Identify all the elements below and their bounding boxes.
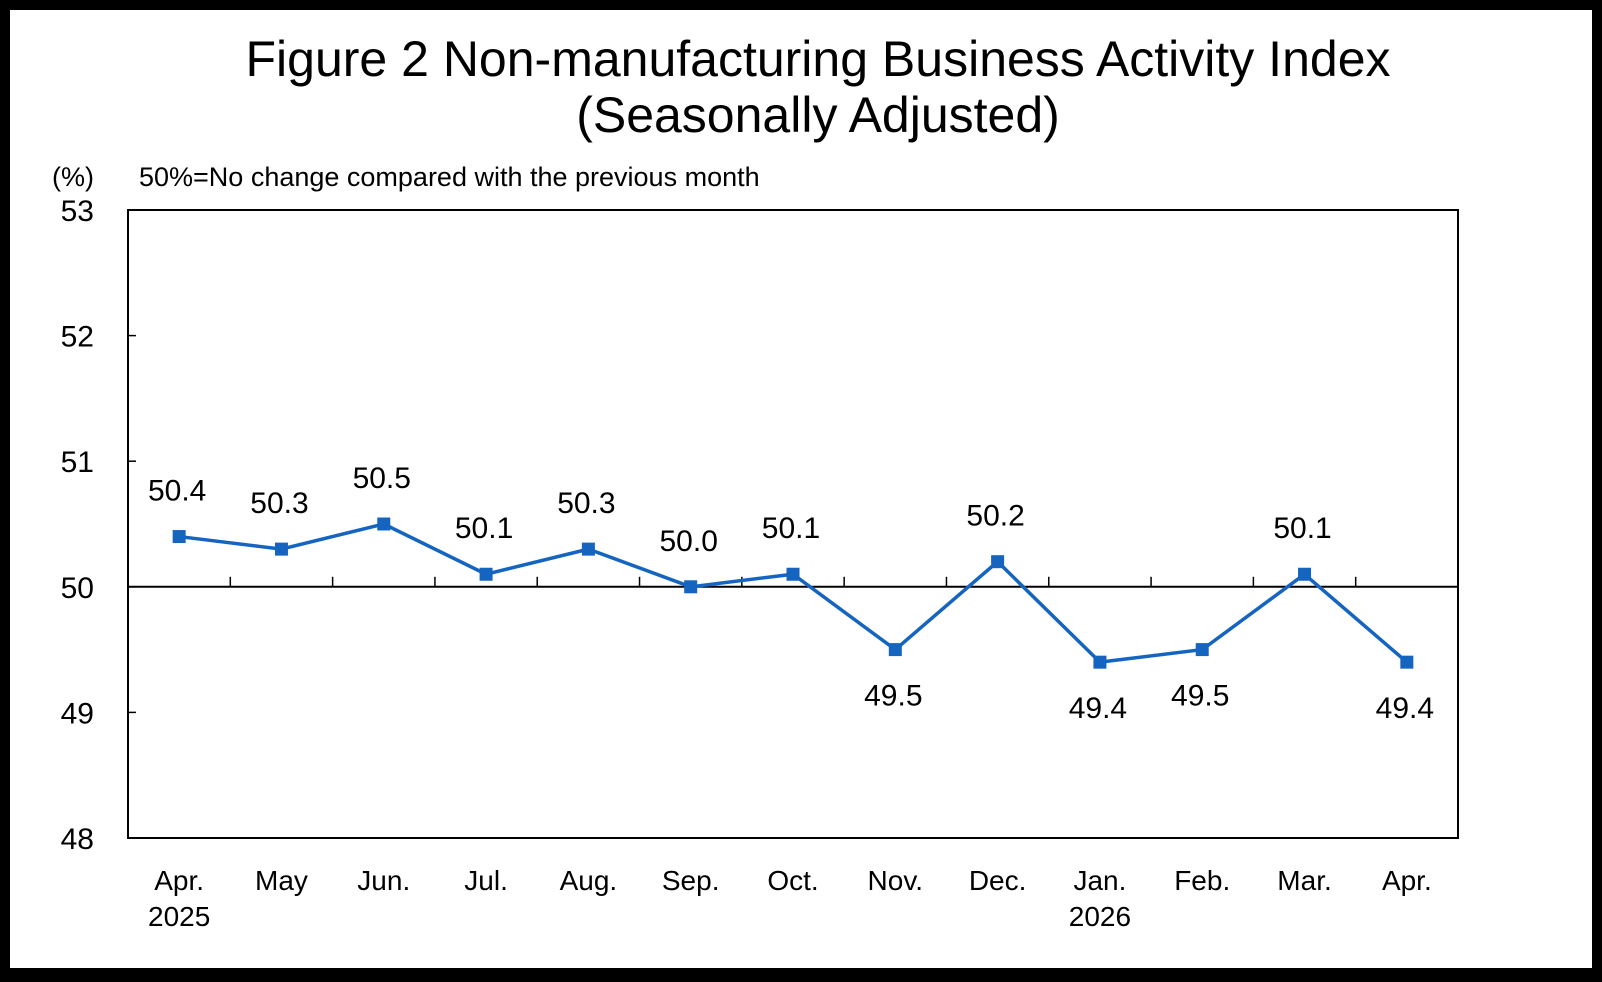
- y-tick-label: 53: [61, 195, 94, 228]
- x-tick-label: Apr.: [154, 865, 204, 896]
- x-tick-label: Jun.: [357, 865, 410, 896]
- data-point-marker: [172, 530, 186, 544]
- data-label: 50.5: [353, 462, 411, 495]
- plot-area-border: [127, 209, 1459, 839]
- x-axis: Apr. 2025 May Jun. Jul. Aug. Sep. Oct. Nov. Dec. J…: [148, 576, 1432, 932]
- x-tick-label: Feb.: [1174, 865, 1230, 896]
- data-point-marker: [1195, 643, 1209, 657]
- chart-title-line2: (Seasonally Adjusted): [576, 87, 1060, 143]
- data-point-marker: [479, 567, 493, 581]
- line-chart: Figure 2 Non-manufacturing Business Acti…: [52, 31, 1459, 932]
- data-point-marker: [377, 517, 391, 531]
- data-label: 50.2: [966, 500, 1024, 533]
- x-tick-label: Nov.: [868, 865, 924, 896]
- x-tick-label: Jan.: [1073, 865, 1126, 896]
- data-point-marker: [888, 643, 902, 657]
- data-labels: 50.4 50.3 50.5 50.1 50.3 50.0 50.1 49.5 50.2 49.4…: [148, 462, 1434, 725]
- data-point-marker: [991, 555, 1005, 569]
- y-axis-unit-label: (%): [52, 162, 94, 192]
- data-label: 50.1: [762, 512, 820, 545]
- x-tick-label: Jul.: [464, 865, 508, 896]
- data-label: 49.4: [1069, 692, 1127, 725]
- x-year-label: 2026: [1069, 901, 1131, 932]
- reference-note: 50%=No change compared with the previous…: [139, 162, 760, 192]
- x-tick-label: Aug.: [560, 865, 618, 896]
- chart-title-line1: Figure 2 Non-manufacturing Business Acti…: [246, 31, 1391, 87]
- data-point-marker: [274, 542, 288, 556]
- data-label: 49.5: [1171, 680, 1229, 713]
- y-tick-label: 48: [61, 823, 94, 856]
- y-tick-label: 49: [61, 697, 94, 730]
- data-point-marker: [581, 542, 595, 556]
- chart-frame: Figure 2 Non-manufacturing Business Acti…: [10, 10, 1592, 968]
- y-tick-label: 52: [61, 321, 94, 354]
- y-tick-label: 50: [61, 572, 94, 605]
- x-tick-label: Mar.: [1277, 865, 1331, 896]
- x-tick-label: Dec.: [969, 865, 1027, 896]
- data-markers: [172, 517, 1414, 669]
- data-label: 49.4: [1376, 692, 1434, 725]
- data-label: 50.3: [250, 487, 308, 520]
- data-point-marker: [1093, 655, 1107, 669]
- x-tick-label: May: [255, 865, 308, 896]
- x-tick-label: Oct.: [767, 865, 818, 896]
- data-label: 50.4: [148, 475, 206, 508]
- data-point-marker: [786, 567, 800, 581]
- data-label: 50.3: [557, 487, 615, 520]
- x-year-label: 2025: [148, 901, 210, 932]
- x-tick-label: Apr.: [1382, 865, 1432, 896]
- data-point-marker: [1400, 655, 1414, 669]
- y-axis: 53 52 51 50 49 48: [61, 195, 136, 856]
- y-tick-label: 51: [61, 446, 94, 479]
- data-label: 50.1: [455, 512, 513, 545]
- data-point-marker: [1298, 567, 1312, 581]
- data-point-marker: [684, 580, 698, 594]
- data-label: 50.1: [1273, 512, 1331, 545]
- data-label: 49.5: [864, 680, 922, 713]
- data-label: 50.0: [659, 525, 717, 558]
- x-tick-label: Sep.: [662, 865, 720, 896]
